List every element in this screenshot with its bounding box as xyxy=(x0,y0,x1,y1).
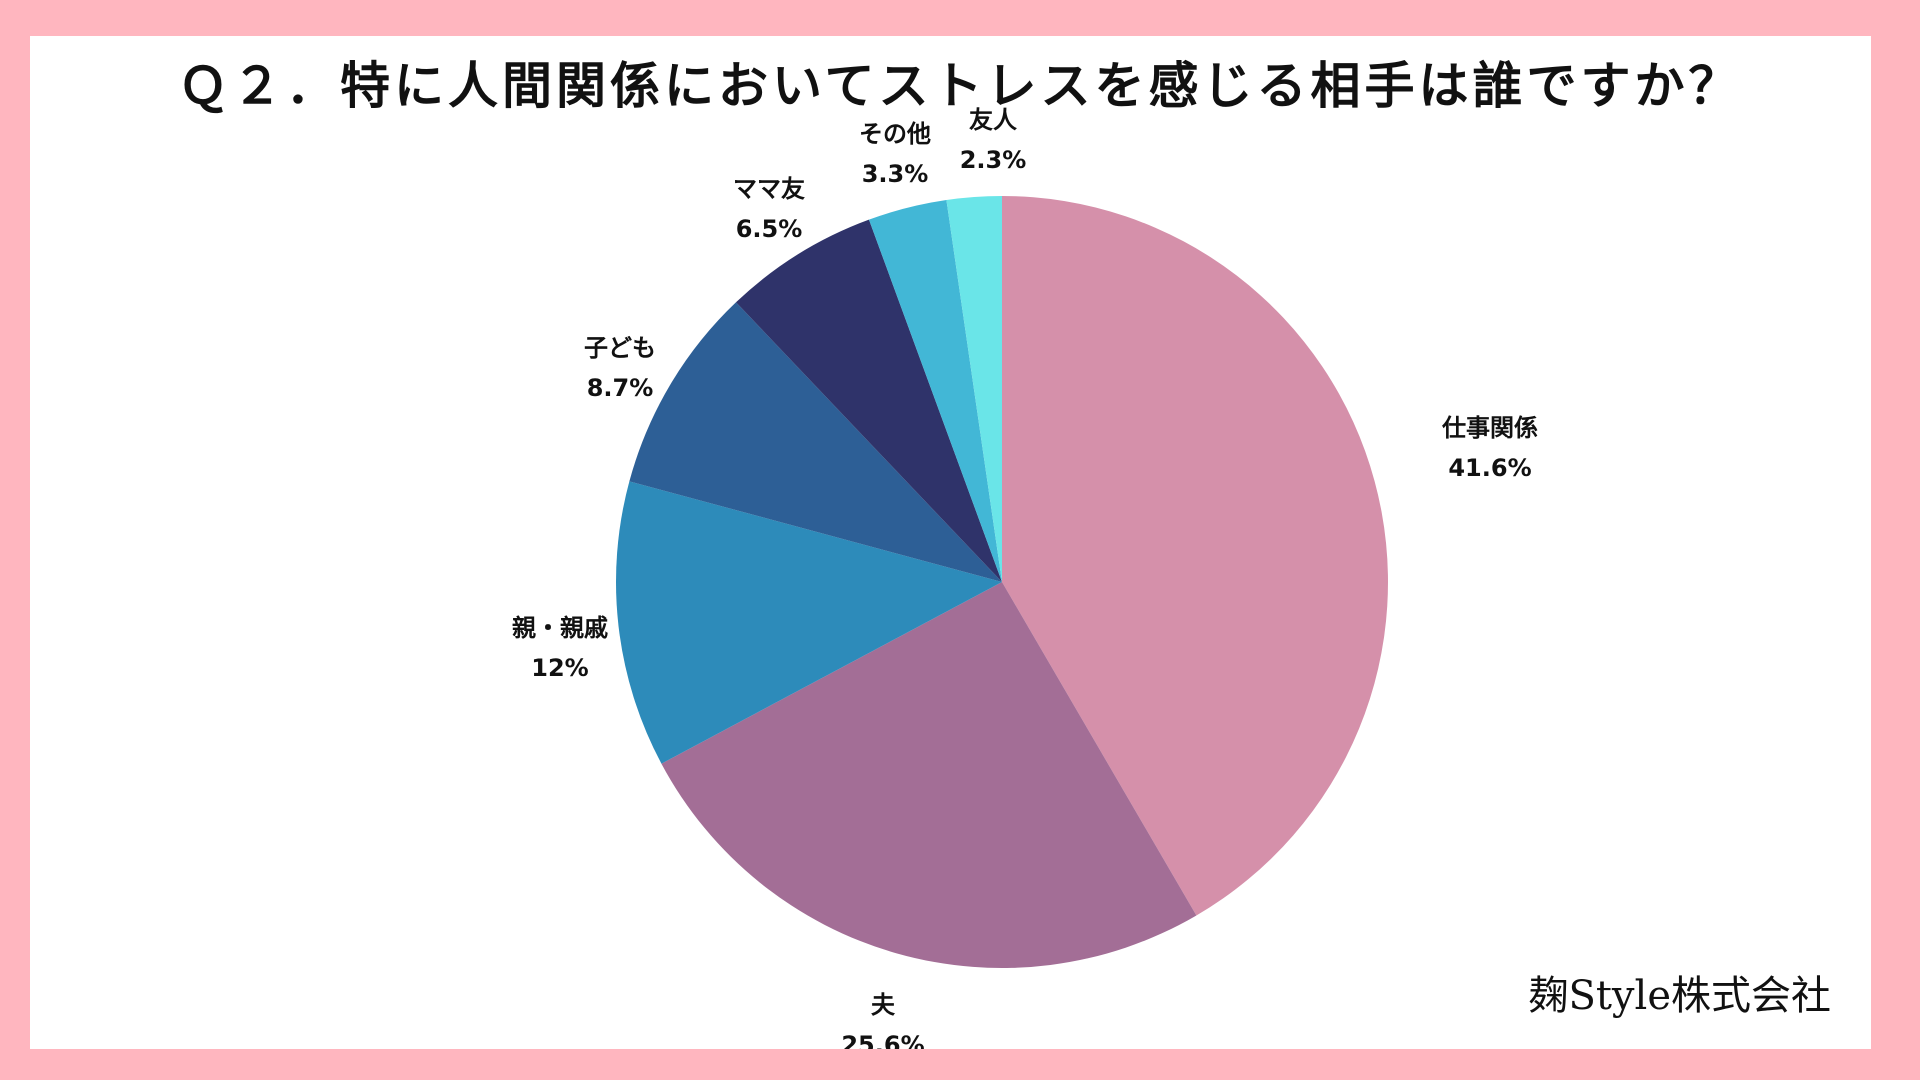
chart-title: Ｑ２．特に人間関係においてストレスを感じる相手は誰ですか？ xyxy=(178,56,1743,115)
chart-card: Ｑ２．特に人間関係においてストレスを感じる相手は誰ですか？ 仕事関係 41.6% 夫… xyxy=(30,36,1871,1049)
pie-slice-5 xyxy=(868,200,1002,582)
slice-value-0: 41.6% xyxy=(1448,454,1531,482)
slice-value-1: 25.6% xyxy=(841,1031,924,1049)
pie-slice-3 xyxy=(629,302,1002,582)
pie-slice-4 xyxy=(736,219,1002,582)
pie-slice-2 xyxy=(615,481,1002,764)
slice-label-4: ママ友 xyxy=(733,175,805,203)
slice-label-2: 親・親戚 xyxy=(512,614,608,642)
slice-label-1: 夫 xyxy=(871,991,896,1019)
slice-value-4: 6.5% xyxy=(736,215,803,243)
slice-label-0: 仕事関係 xyxy=(1441,414,1538,442)
slice-label-3: 子ども xyxy=(584,334,656,362)
company-credit: 麹Style株式会社 xyxy=(1528,973,1831,1019)
slice-value-6: 2.3% xyxy=(960,146,1027,174)
slice-label-5: その他 xyxy=(859,120,931,148)
slice-label-6: 友人 xyxy=(969,106,1017,134)
pie-slice-6 xyxy=(946,196,1002,582)
pie-slice-1 xyxy=(661,582,1197,968)
slice-value-3: 8.7% xyxy=(587,374,654,402)
pie-slice-0 xyxy=(1002,196,1388,916)
slice-value-2: 12% xyxy=(531,654,588,682)
slice-value-5: 3.3% xyxy=(862,160,929,188)
pie-chart: 仕事関係 41.6% 夫 25.6% 親・親戚 12% 子ども 8.7% ママ友 6.5% その他 3… xyxy=(512,106,1538,1049)
